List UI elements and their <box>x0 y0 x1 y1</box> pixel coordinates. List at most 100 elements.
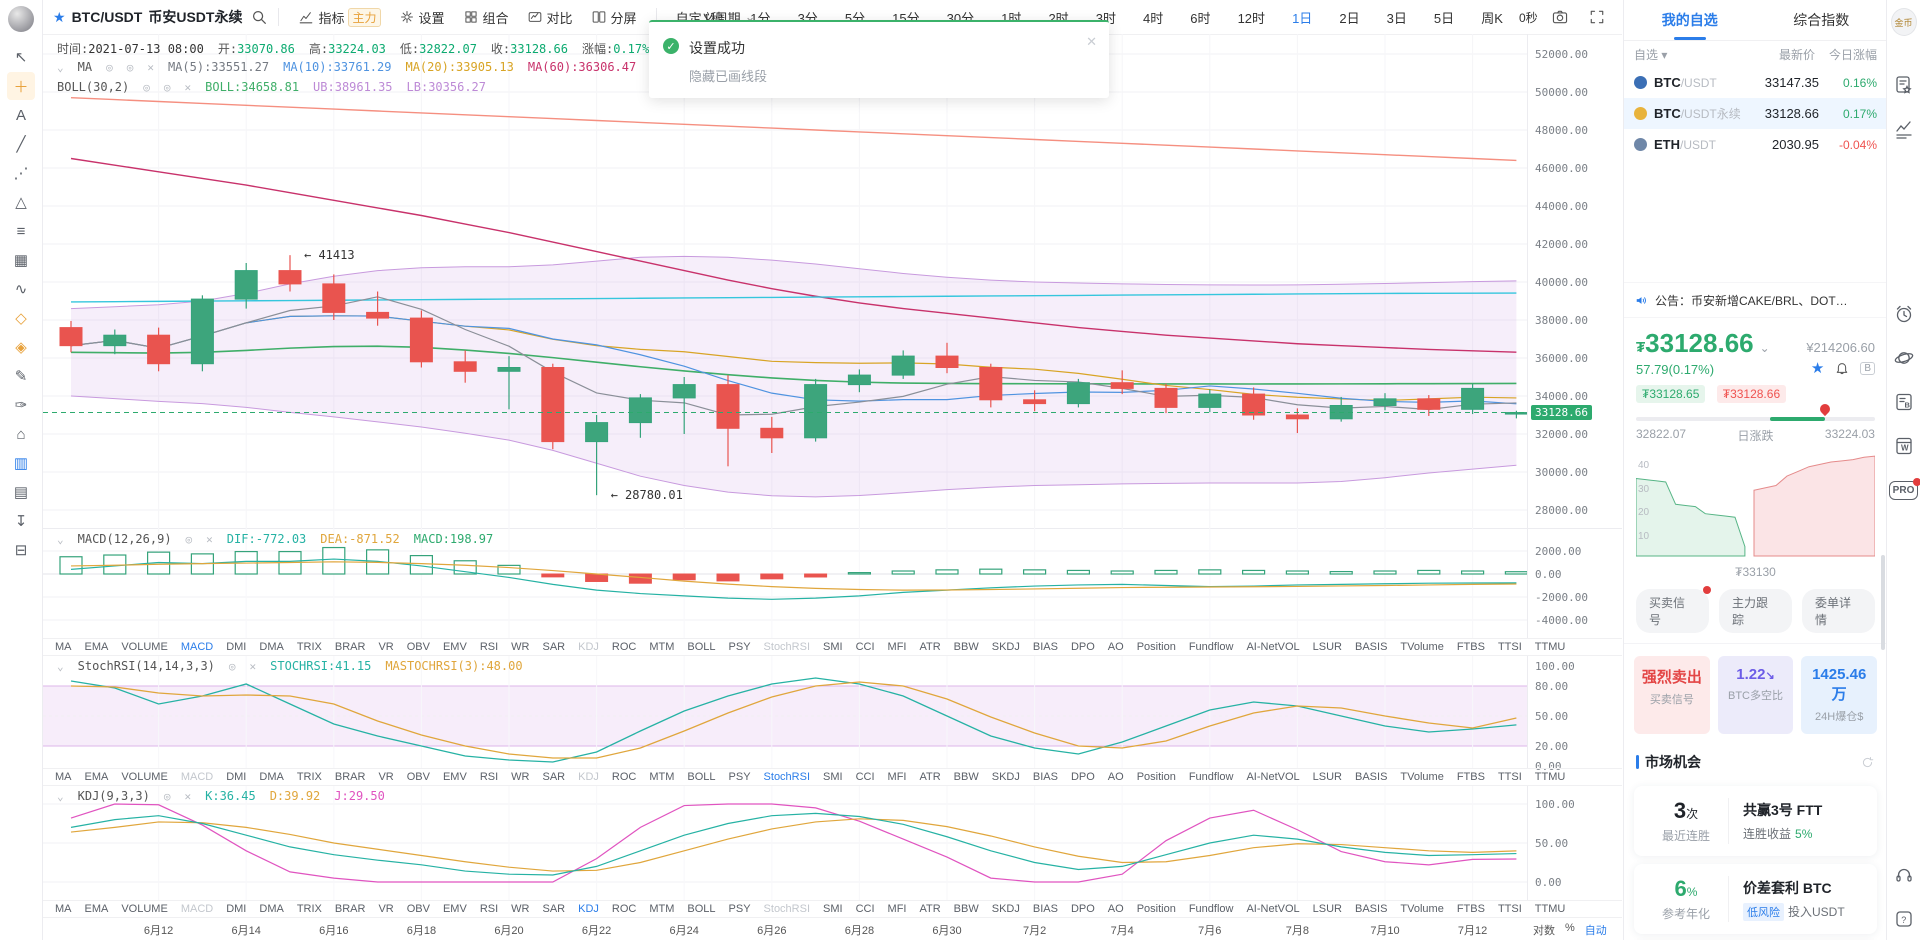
indicator-tab-SMI[interactable]: SMI <box>823 771 843 783</box>
order-chart-tool-icon[interactable]: ▥ <box>13 455 29 472</box>
favorited-star-icon[interactable]: ★ <box>1810 360 1825 377</box>
indicator-tab-MFI[interactable]: MFI <box>887 641 907 653</box>
notes-tool-icon[interactable]: ▤ <box>13 484 29 501</box>
indicator-tab-Fundflow[interactable]: Fundflow <box>1188 641 1234 653</box>
scale-对数[interactable]: 对数 <box>1533 925 1555 937</box>
indicator-tab-ATR[interactable]: ATR <box>919 641 941 653</box>
indicator-tab-EMA[interactable]: EMA <box>84 771 109 783</box>
indicator-tab-MA[interactable]: MA <box>55 641 72 653</box>
indicator-tab-BASIS[interactable]: BASIS <box>1355 771 1388 783</box>
indicator-tab-LSUR[interactable]: LSUR <box>1312 641 1342 653</box>
ask-price-tag[interactable]: ₮33128.66 <box>1716 385 1787 403</box>
collapse-caret-icon[interactable]: ⌄ <box>57 659 64 673</box>
indicator-tab-CCI[interactable]: CCI <box>855 903 875 915</box>
indicator-tab-BRAR[interactable]: BRAR <box>334 771 366 783</box>
parallel-lines-tool-icon[interactable]: ≡ <box>16 222 26 240</box>
indicator-tab-SAR[interactable]: SAR <box>542 641 566 653</box>
indicator-tab-Fundflow[interactable]: Fundflow <box>1188 903 1234 915</box>
remove-indicator-icon[interactable]: ✕ <box>184 789 192 803</box>
eye-toggle-icon[interactable]: ◎ <box>163 789 171 803</box>
pro-mode-button[interactable]: PRO <box>1888 477 1920 503</box>
indicator-tab-FTBS[interactable]: FTBS <box>1456 771 1485 783</box>
indicator-tab-DPO[interactable]: DPO <box>1070 903 1095 915</box>
crosshair-tool-icon[interactable]: ＋ <box>7 72 35 100</box>
indicator-tab-AO[interactable]: AO <box>1107 903 1124 915</box>
indicator-tab-FTBS[interactable]: FTBS <box>1456 641 1485 653</box>
timeframe-1日[interactable]: 1日 <box>1292 10 1313 26</box>
market-card[interactable]: 6% 参考年化 价差套利 BTC 低风险 投入USDT <box>1634 864 1877 934</box>
indicator-tab-BIAS[interactable]: BIAS <box>1032 903 1058 915</box>
remove-indicator-icon[interactable]: ✕ <box>249 659 257 673</box>
indicator-tab-WR[interactable]: WR <box>511 903 530 915</box>
announcement-bar[interactable]: 公告：币安新增CAKE/BRL、DOT… <box>1624 282 1887 318</box>
alarm-clock-icon[interactable] <box>1891 301 1917 327</box>
panel-tab-综合指数[interactable]: 综合指数 <box>1793 12 1850 28</box>
indicator-tab-BBW[interactable]: BBW <box>953 903 979 915</box>
indicator-tab-MFI[interactable]: MFI <box>887 903 907 915</box>
pill-买卖信号[interactable]: 买卖信号 <box>1636 586 1711 633</box>
indicator-tab-TTSI[interactable]: TTSI <box>1497 903 1522 915</box>
export-tool-icon[interactable]: ↧ <box>14 513 28 530</box>
indicator-tab-BRAR[interactable]: BRAR <box>334 641 366 653</box>
indicator-tab-MTM[interactable]: MTM <box>649 641 675 653</box>
indicator-tab-PSY[interactable]: PSY <box>728 771 751 783</box>
indicator-tab-SMI[interactable]: SMI <box>823 641 843 653</box>
collapse-caret-icon[interactable]: ⌄ <box>57 60 64 74</box>
kdj-pane[interactable]: 100.00 50.00 0.00 ⌄ KDJ(9,3,3) ◎ ✕ K:36.45 D:39… <box>43 786 1622 901</box>
indicator-tab-TRIX[interactable]: TRIX <box>296 903 322 915</box>
indicator-tab-BBW[interactable]: BBW <box>953 641 979 653</box>
indicator-tab-TRIX[interactable]: TRIX <box>296 771 322 783</box>
date-axis[interactable]: 对数% 自动 6月12 6月14 6月16 6月18 6月20 6月22 6月24 6月26 6月… <box>43 918 1622 940</box>
indicator-tab-MA[interactable]: MA <box>55 903 72 915</box>
favorite-star-icon[interactable]: ★ <box>53 8 66 25</box>
indicator-tab-StochRSI[interactable]: StochRSI <box>763 641 811 653</box>
indicator-tab-ROC[interactable]: ROC <box>611 771 637 783</box>
indicator-tab-ATR[interactable]: ATR <box>919 903 941 915</box>
eye-toggle-icon[interactable]: ◎ <box>228 659 236 673</box>
settings-menu[interactable]: 设置 <box>399 8 445 27</box>
indicator-tab-OBV[interactable]: OBV <box>406 903 430 915</box>
indicator-tab-VR[interactable]: VR <box>378 641 394 653</box>
indicator-tab-BIAS[interactable]: BIAS <box>1032 641 1058 653</box>
brush-tool-icon[interactable]: ✑ <box>14 397 28 414</box>
collapse-caret-icon[interactable]: ⌄ <box>57 789 64 803</box>
timeframe-2日[interactable]: 2日 <box>1339 10 1360 26</box>
panel-scrollbar[interactable] <box>1881 555 1885 650</box>
ray-tool-icon[interactable]: ⋰ <box>13 165 29 182</box>
split-screen-menu[interactable]: 分屏 <box>591 8 637 27</box>
stat-card[interactable]: 1.22↘ BTC多空比 <box>1717 656 1794 734</box>
indicator-tab-VR[interactable]: VR <box>378 903 394 915</box>
indicator-tab-BASIS[interactable]: BASIS <box>1355 641 1388 653</box>
timeframe-4时[interactable]: 4时 <box>1143 10 1164 26</box>
indicator-tab-BASIS[interactable]: BASIS <box>1355 903 1388 915</box>
indicator-tab-VR[interactable]: VR <box>378 771 394 783</box>
gann-tool-icon[interactable]: ◈ <box>15 339 27 356</box>
indicator-tab-BBW[interactable]: BBW <box>953 771 979 783</box>
indicator-tab-LSUR[interactable]: LSUR <box>1312 771 1342 783</box>
stat-card[interactable]: 1425.46万 24H爆仓$ <box>1801 656 1878 734</box>
indicator-tab-PSY[interactable]: PSY <box>728 641 751 653</box>
indicator-tab-StochRSI[interactable]: StochRSI <box>763 771 811 783</box>
delete-tool-icon[interactable]: ⊟ <box>14 542 28 559</box>
pencil-tool-icon[interactable]: ✎ <box>14 368 28 385</box>
main-chart-pane[interactable]: ← 41413 ← 28780.01 52000.00 50000.00 48000.… <box>43 34 1622 529</box>
watchlist-row[interactable]: ETH/USDT 2030.95 -0.04% <box>1624 129 1887 160</box>
indicator-tab-SMI[interactable]: SMI <box>823 903 843 915</box>
stat-card[interactable]: 强烈卖出 买卖信号 <box>1634 656 1710 734</box>
indicator-tab-LSUR[interactable]: LSUR <box>1312 903 1342 915</box>
indicator-tab-DMA[interactable]: DMA <box>259 771 284 783</box>
eye-toggle-icon[interactable]: ◎ <box>163 80 171 94</box>
grid-tool-icon[interactable]: ▦ <box>13 252 29 269</box>
indicator-tab-BOLL[interactable]: BOLL <box>687 771 716 783</box>
indicator-tab-AI-NetVOL[interactable]: AI-NetVOL <box>1246 771 1300 783</box>
market-card[interactable]: 3次 最近连胜 共赢3号 FTT 连胜收益 5% <box>1634 786 1877 856</box>
help-icon[interactable]: ? <box>1891 906 1917 932</box>
indicator-tab-TVolume[interactable]: TVolume <box>1400 641 1444 653</box>
b-exchange-icon[interactable]: B <box>1860 361 1875 375</box>
scale-自动[interactable]: 自动 <box>1584 925 1607 937</box>
indicator-tab-AI-NetVOL[interactable]: AI-NetVOL <box>1246 641 1300 653</box>
watchlist-doc-star-icon[interactable] <box>1891 72 1917 98</box>
indicator-tab-SKDJ[interactable]: SKDJ <box>991 903 1020 915</box>
pill-主力跟踪[interactable]: 主力跟踪 <box>1719 589 1792 633</box>
indicator-tab-DMI[interactable]: DMI <box>226 903 247 915</box>
